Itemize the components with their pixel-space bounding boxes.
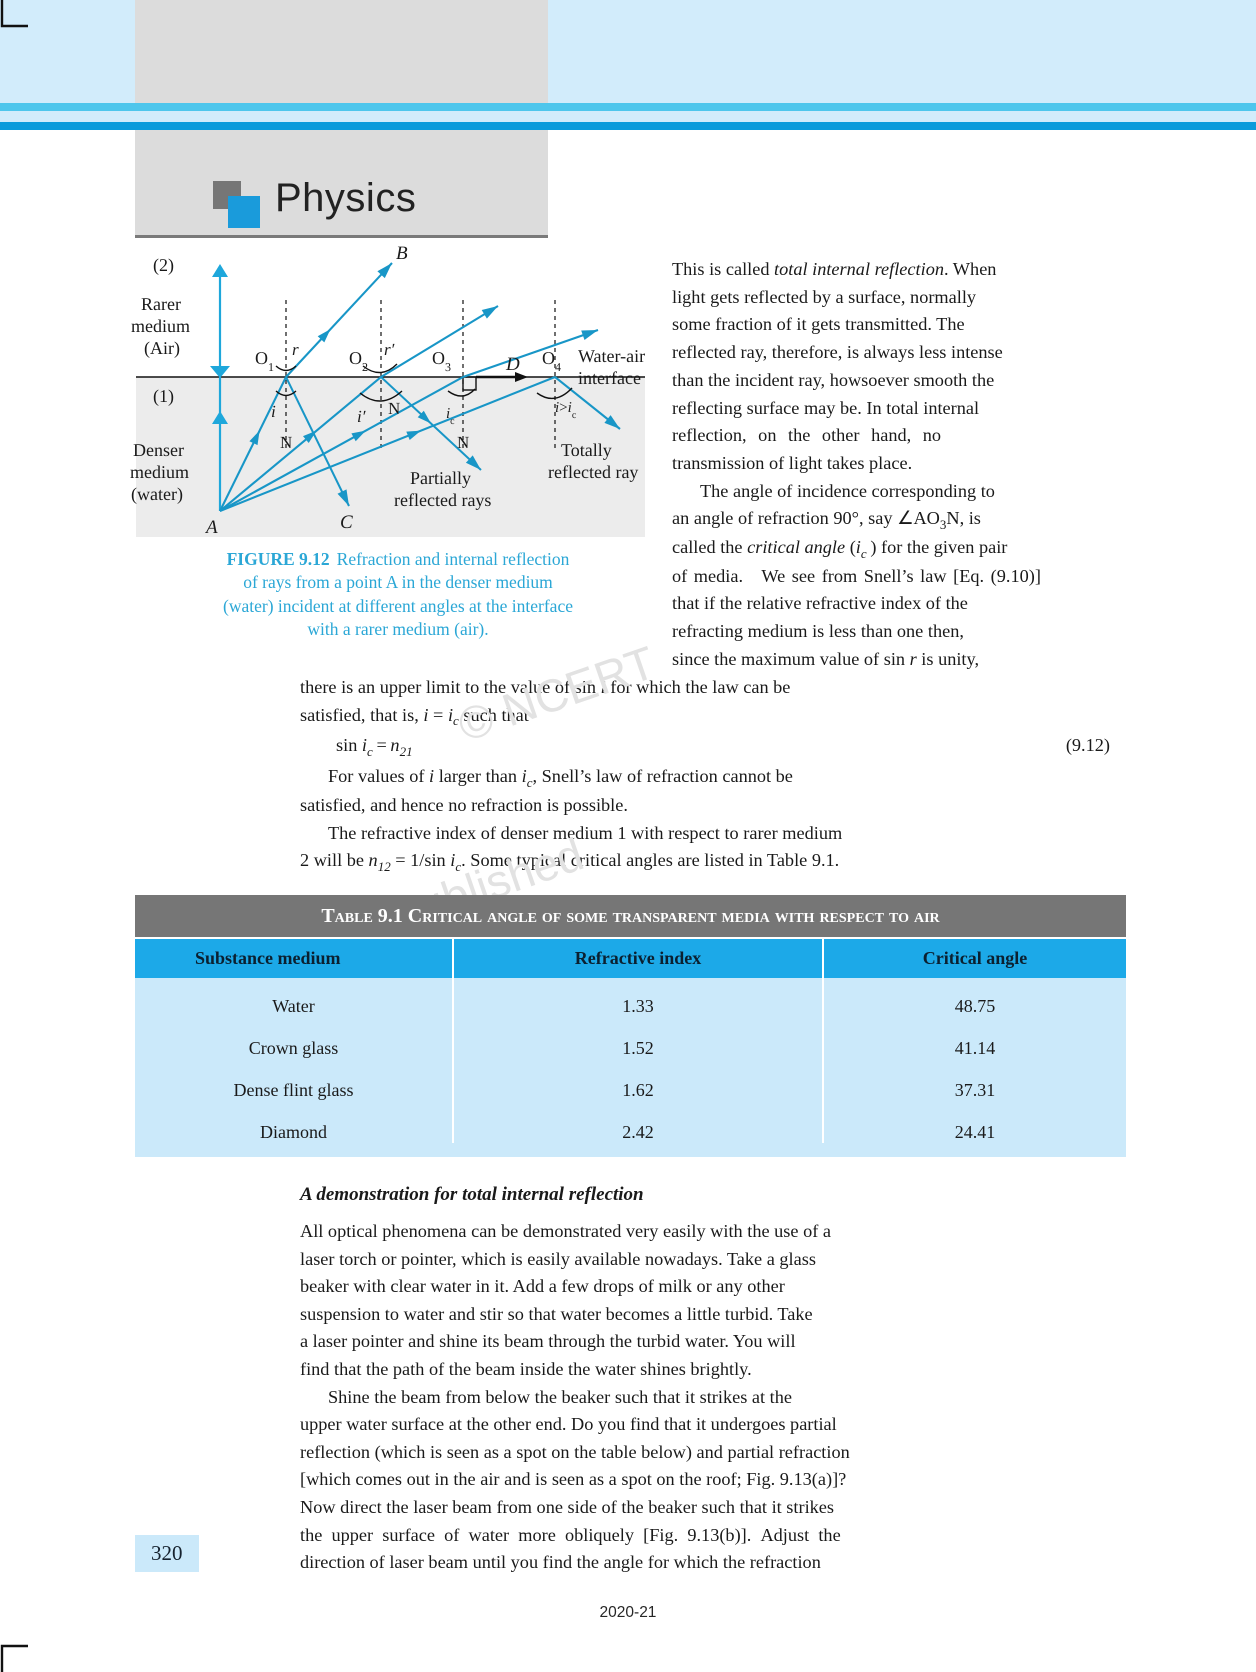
svg-text:(2): (2) [153,255,174,275]
svg-text:Denser: Denser [133,440,184,460]
svg-text:r: r [292,340,299,359]
svg-text:O4: O4 [542,348,561,374]
svg-text:(water): (water) [131,484,183,504]
svg-text:Water-air: Water-air [578,346,645,366]
svg-text:(1): (1) [153,386,174,406]
svg-text:C: C [340,512,353,533]
svg-text:B: B [396,243,408,264]
svg-text:medium: medium [130,462,189,482]
svg-text:i′: i′ [357,407,366,426]
svg-text:Rarer: Rarer [141,294,181,314]
svg-text:medium: medium [131,316,190,336]
svg-text:D: D [505,354,520,375]
svg-text:N: N [457,433,469,452]
svg-text:i: i [271,402,276,421]
svg-text:reflected rays: reflected rays [394,490,491,510]
svg-text:reflected ray: reflected ray [548,462,638,482]
svg-text:r′: r′ [384,340,395,359]
svg-text:O3: O3 [432,348,451,374]
svg-text:Partially: Partially [410,468,471,488]
svg-text:A: A [204,517,218,538]
svg-text:N: N [280,433,292,452]
svg-text:(Air): (Air) [144,338,180,358]
svg-text:N: N [388,399,400,418]
svg-text:Totally: Totally [561,440,612,460]
svg-text:interface: interface [578,368,641,388]
svg-text:O2: O2 [349,348,368,374]
svg-text:O1: O1 [255,348,274,374]
